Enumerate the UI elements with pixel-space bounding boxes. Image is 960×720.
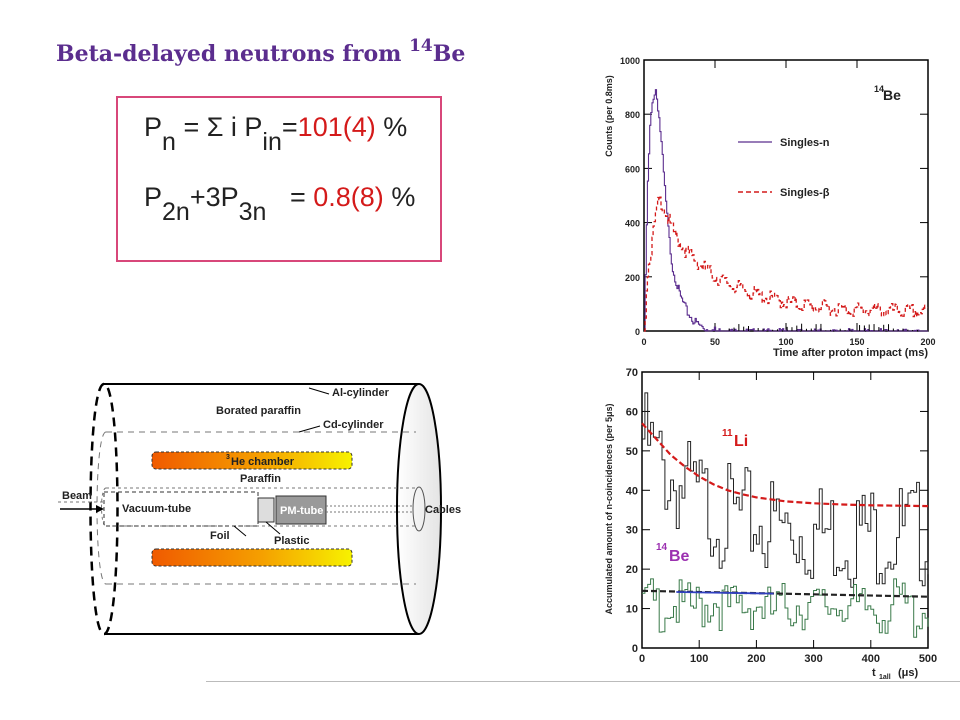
eq1-sub-in: in [262,128,282,156]
histogram-be [642,578,929,638]
he-chamber-top [151,451,353,470]
x-tick-label: 100 [690,653,708,665]
x-tick-label: 300 [804,653,822,665]
pm-tube [275,495,327,525]
plastic-scintillator [257,497,275,523]
eq2-percent: % [391,182,416,212]
chart-singles: 0 50 100 150 200 0 200 400 600 800 1000 14Be Singles… [604,56,936,359]
annotation-li-superscript: 11 [722,428,733,439]
x-tick-label: 500 [919,653,937,665]
y-tick-label: 30 [626,525,638,537]
x-axis-label: t [872,667,876,679]
x-tick-label: 50 [710,337,720,347]
title-end: Be [432,41,466,67]
chart-title-superscript: 14 [874,84,884,94]
y-tick-label: 10 [626,604,638,616]
x-tick-label: 200 [747,653,765,665]
y-axis-label: Counts (per 0.8ms) [604,75,614,157]
eq2-plus: +3P [189,182,239,212]
paraffin-label: Paraffin [240,473,281,485]
x-tick-label: 400 [862,653,880,665]
title-superscript: 14 [409,36,433,56]
cd-cylinder-label: Cd-cylinder [323,419,384,431]
annotation-be: Be [669,548,690,565]
y-tick-label: 400 [625,219,640,229]
annotation-be-superscript: 14 [656,542,668,553]
he-superscript: 3 [226,454,230,461]
detector-diagram: Al-cylinder Borated paraffin Cd-cylinder… [58,382,461,636]
eq1-value: 101(4) [297,112,376,142]
eq1-sum: = Σ i P [183,112,263,142]
y-tick-label: 0 [632,643,638,655]
beam-label: Beam [62,490,92,502]
fit-curve-be-solid [676,591,774,595]
series-line-singles-beta [644,196,928,332]
y-tick-label: 0 [635,327,640,337]
x-tick-label: 0 [641,337,646,347]
series-line-singles-n [644,89,928,332]
y-tick-label: 40 [626,485,638,497]
x-axis-label-subscript: 1all [879,674,891,680]
al-cylinder-outline [104,383,419,635]
x-axis-label-unit: (μs) [898,667,919,679]
cable-hole [412,486,426,532]
equation-box: Pn = Σ i Pin=101(4) % P2n+3P3n = 0.8(8) … [116,96,442,262]
y-axis-label: Accumulated amount of n-coincidences (pe… [604,403,614,614]
footer-rule [206,681,960,682]
annotation-li: Li [734,433,748,450]
y-tick-label: 60 [626,406,638,418]
title-text: Beta-delayed neutrons from [56,41,410,67]
y-tick-label: 800 [625,110,640,120]
x-tick-label: 100 [778,337,793,347]
x-axis-label: Time after proton impact (ms) [773,347,928,359]
eq1-p: P [144,112,163,142]
eq2-equals: = [289,182,306,212]
cylinder-front-face [89,382,119,636]
eq1-equals: = [281,112,298,142]
plastic-label: Plastic [274,535,309,547]
equation-line-2: P2n+3P3n = 0.8(8) % [144,182,416,226]
fit-curve-li [641,422,929,508]
he-chamber-bottom [151,548,353,567]
histogram-li [642,392,929,588]
slide-title: Beta-delayed neutrons from 14Be [56,36,465,67]
y-tick-label: 20 [626,564,638,576]
x-tick-label: 150 [849,337,864,347]
cables-label: Cables [425,504,461,516]
chart-coincidences: 0 100 200 300 400 500 0 10 20 30 40 50 60 70 11 Li 14Be t… [604,367,937,680]
legend-label-singles-n: Singles-n [780,137,830,149]
chart-title: Be [883,87,901,103]
he-chamber-label: He chamber [231,456,295,468]
borated-paraffin-label: Borated paraffin [216,405,301,417]
y-tick-label: 70 [626,367,638,379]
eq2-sub-3n: 3n [238,198,267,226]
vacuum-tube-label: Vacuum-tube [122,503,191,515]
pm-tube-label: PM-tube [280,505,323,517]
eq2-sub-2n: 2n [162,198,190,226]
cylinder-back-face [396,383,442,635]
y-tick-label: 50 [626,446,638,458]
eq1-percent: % [383,112,408,142]
y-tick-label: 200 [625,273,640,283]
x-tick-label: 200 [920,337,935,347]
equation-line-1: Pn = Σ i Pin=101(4) % [144,112,408,156]
foil-label: Foil [210,530,230,542]
eq2-value: 0.8(8) [313,182,384,212]
x-tick-label: 0 [639,653,645,665]
eq2-p: P [144,182,163,212]
y-tick-label: 1000 [620,56,640,66]
legend-label-singles-beta: Singles-β [780,187,830,199]
al-cylinder-label: Al-cylinder [332,387,390,399]
y-tick-label: 600 [625,164,640,174]
eq1-sub-n: n [162,128,176,156]
